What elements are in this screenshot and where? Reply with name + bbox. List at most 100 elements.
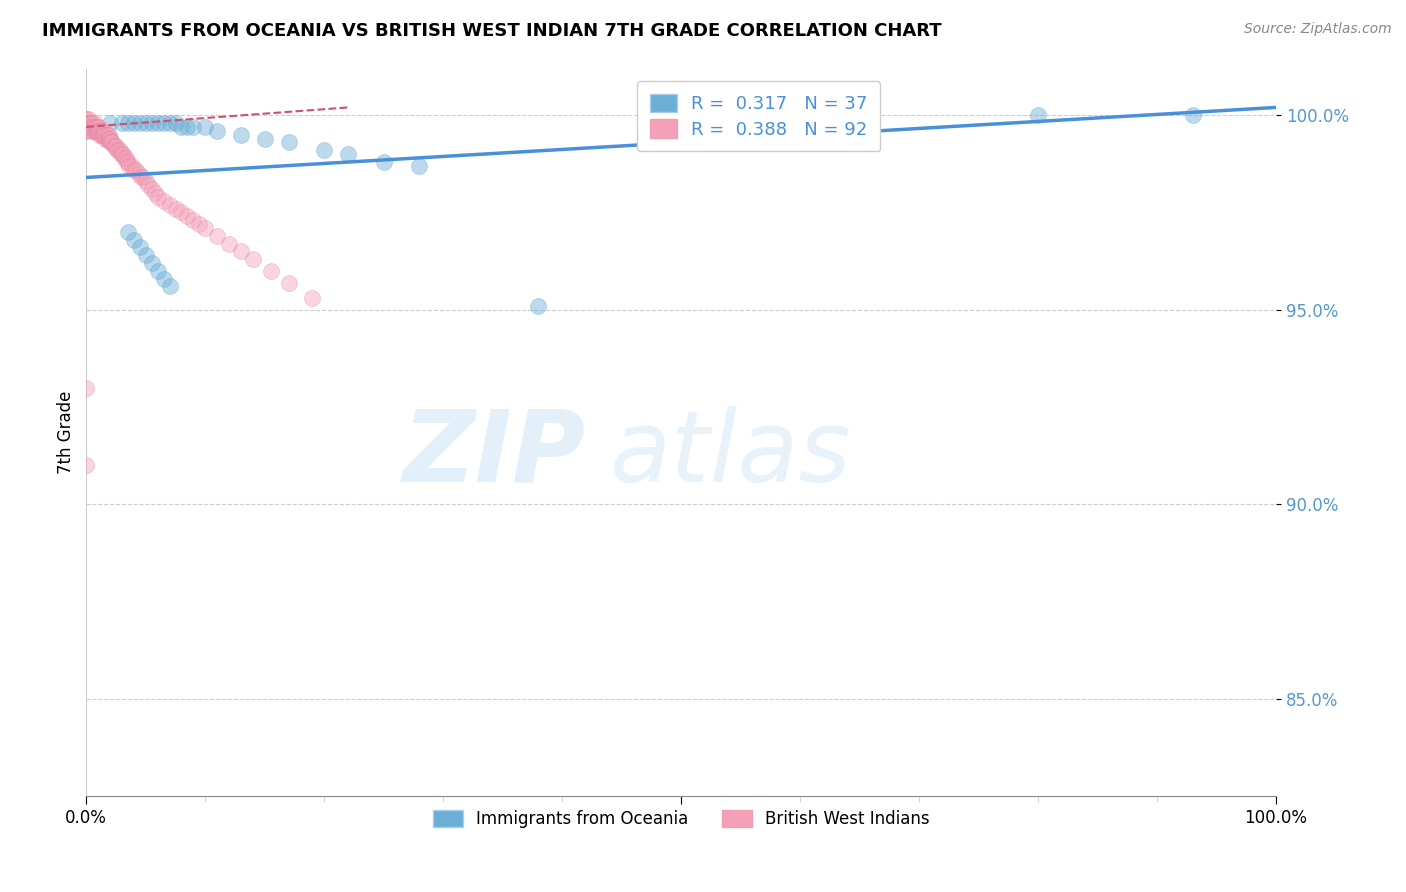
- Point: [97, 128, 120, 142]
- Point: [242, 252, 264, 267]
- Point: [91, 128, 114, 142]
- Point: [75, 112, 97, 127]
- Point: [90, 124, 112, 138]
- Point: [82, 120, 104, 134]
- Point: [87, 124, 110, 138]
- Point: [82, 124, 104, 138]
- Point: [75, 116, 97, 130]
- Point: [77, 112, 100, 127]
- Point: [75, 112, 97, 127]
- Point: [101, 136, 124, 150]
- Point: [100, 136, 122, 150]
- Point: [90, 124, 112, 138]
- Point: [97, 128, 120, 142]
- Point: [111, 116, 134, 130]
- Point: [110, 147, 132, 161]
- Point: [527, 299, 550, 313]
- Point: [122, 233, 145, 247]
- Point: [135, 248, 157, 262]
- Point: [314, 143, 336, 157]
- Point: [159, 279, 181, 293]
- Point: [89, 128, 111, 142]
- Point: [86, 124, 108, 138]
- Point: [83, 120, 105, 134]
- Y-axis label: 7th Grade: 7th Grade: [58, 391, 75, 474]
- Point: [83, 116, 105, 130]
- Point: [128, 116, 150, 130]
- Point: [183, 213, 205, 227]
- Point: [152, 271, 174, 285]
- Point: [107, 143, 129, 157]
- Point: [176, 210, 198, 224]
- Text: Source: ZipAtlas.com: Source: ZipAtlas.com: [1244, 22, 1392, 37]
- Point: [111, 147, 134, 161]
- Point: [159, 197, 181, 211]
- Point: [75, 120, 97, 134]
- Point: [183, 120, 205, 134]
- Text: atlas: atlas: [610, 406, 852, 502]
- Point: [129, 170, 152, 185]
- Point: [194, 221, 217, 235]
- Point: [79, 120, 101, 134]
- Point: [103, 139, 125, 153]
- Point: [105, 143, 128, 157]
- Point: [82, 124, 104, 138]
- Point: [75, 120, 97, 134]
- Point: [146, 116, 169, 130]
- Point: [98, 116, 121, 130]
- Point: [94, 128, 117, 142]
- Point: [84, 120, 107, 134]
- Point: [408, 159, 430, 173]
- Point: [80, 116, 103, 130]
- Point: [135, 174, 157, 188]
- Text: ZIP: ZIP: [404, 406, 586, 502]
- Point: [117, 116, 139, 130]
- Point: [82, 120, 104, 134]
- Point: [132, 170, 155, 185]
- Point: [75, 116, 97, 130]
- Point: [87, 120, 110, 134]
- Point: [114, 151, 136, 165]
- Point: [229, 128, 252, 142]
- Point: [159, 116, 181, 130]
- Point: [229, 244, 252, 259]
- Point: [75, 124, 97, 138]
- Point: [75, 120, 97, 134]
- Point: [90, 128, 112, 142]
- Text: IMMIGRANTS FROM OCEANIA VS BRITISH WEST INDIAN 7TH GRADE CORRELATION CHART: IMMIGRANTS FROM OCEANIA VS BRITISH WEST …: [42, 22, 942, 40]
- Point: [205, 124, 228, 138]
- Point: [146, 264, 169, 278]
- Point: [128, 240, 150, 254]
- Point: [93, 124, 115, 138]
- Point: [79, 116, 101, 130]
- Point: [205, 228, 228, 243]
- Point: [112, 151, 135, 165]
- Point: [118, 159, 141, 173]
- Point: [96, 131, 118, 145]
- Point: [115, 154, 138, 169]
- Point: [165, 116, 187, 130]
- Point: [141, 256, 163, 270]
- Point: [152, 194, 174, 208]
- Point: [146, 190, 169, 204]
- Point: [80, 120, 103, 134]
- Point: [83, 124, 105, 138]
- Point: [97, 131, 120, 145]
- Point: [90, 128, 112, 142]
- Point: [253, 131, 276, 145]
- Point: [143, 186, 166, 200]
- Point: [128, 167, 150, 181]
- Point: [122, 116, 145, 130]
- Point: [301, 291, 323, 305]
- Point: [75, 380, 97, 394]
- Point: [105, 139, 128, 153]
- Point: [94, 131, 117, 145]
- Point: [117, 154, 139, 169]
- Point: [188, 217, 211, 231]
- Point: [93, 128, 115, 142]
- Point: [277, 276, 299, 290]
- Point: [1181, 108, 1204, 122]
- Point: [260, 264, 283, 278]
- Point: [87, 120, 110, 134]
- Point: [122, 162, 145, 177]
